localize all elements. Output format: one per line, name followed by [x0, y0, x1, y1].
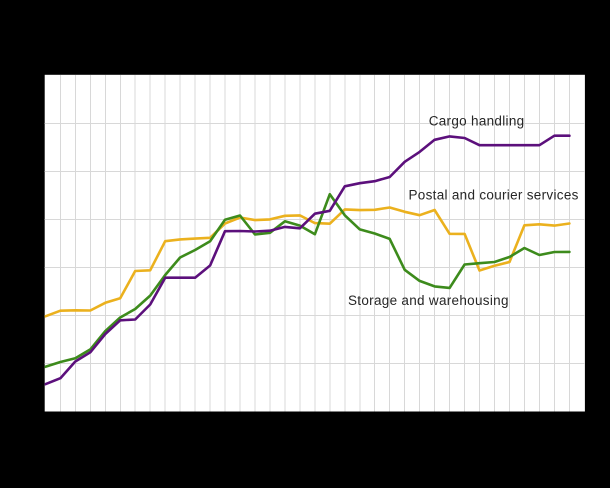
svg-text:Storage and warehousing: Storage and warehousing	[348, 293, 509, 308]
svg-text:Postal and courier services: Postal and courier services	[409, 187, 579, 202]
svg-text:Cargo handling: Cargo handling	[429, 114, 525, 129]
